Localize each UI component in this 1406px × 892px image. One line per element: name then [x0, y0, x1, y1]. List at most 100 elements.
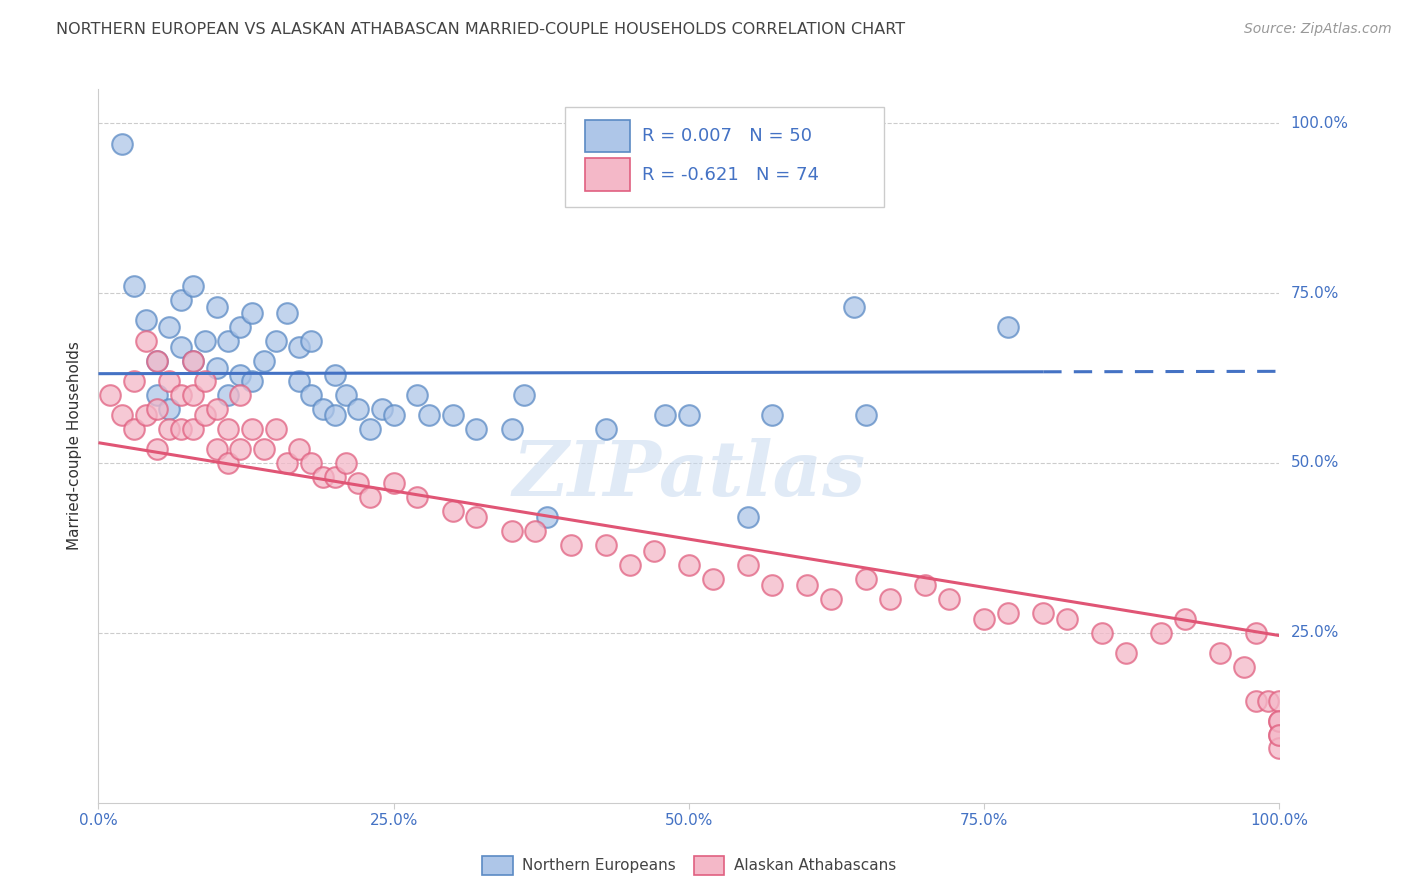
Point	[1174, 612, 1197, 626]
Point	[264, 422, 287, 436]
Point	[205, 300, 228, 314]
Point	[406, 388, 429, 402]
Point	[678, 409, 700, 423]
Point	[737, 510, 759, 524]
Point	[347, 401, 370, 416]
Text: 50.0%: 50.0%	[1291, 456, 1339, 470]
Point	[217, 388, 239, 402]
Point	[194, 409, 217, 423]
Point	[938, 591, 960, 606]
Point	[844, 300, 866, 314]
Point	[418, 409, 440, 423]
Point	[170, 341, 193, 355]
Point	[181, 354, 204, 368]
Point	[323, 368, 346, 382]
Point	[524, 524, 547, 538]
Text: 25.0%: 25.0%	[1291, 625, 1339, 640]
Point	[855, 572, 877, 586]
Point	[240, 422, 263, 436]
Point	[512, 388, 534, 402]
Point	[135, 409, 157, 423]
Point	[501, 422, 523, 436]
Point	[465, 422, 488, 436]
Point	[229, 442, 252, 457]
Point	[157, 422, 180, 436]
Point	[181, 279, 204, 293]
Point	[135, 334, 157, 348]
Point	[1209, 646, 1232, 660]
Point	[229, 388, 252, 402]
Text: ZIPatlas: ZIPatlas	[512, 438, 866, 511]
Point	[146, 401, 169, 416]
Point	[146, 354, 169, 368]
Point	[253, 442, 276, 457]
Point	[761, 409, 783, 423]
Point	[595, 537, 617, 551]
Text: R = -0.621   N = 74: R = -0.621 N = 74	[641, 166, 818, 184]
Point	[135, 313, 157, 327]
Bar	[585, 159, 630, 191]
Point	[181, 354, 204, 368]
Point	[312, 469, 335, 483]
Point	[157, 401, 180, 416]
Point	[146, 388, 169, 402]
Point	[1056, 612, 1078, 626]
Point	[205, 442, 228, 457]
Point	[855, 409, 877, 423]
Point	[1268, 728, 1291, 742]
Point	[122, 279, 145, 293]
Point	[1091, 626, 1114, 640]
Text: NORTHERN EUROPEAN VS ALASKAN ATHABASCAN MARRIED-COUPLE HOUSEHOLDS CORRELATION CH: NORTHERN EUROPEAN VS ALASKAN ATHABASCAN …	[56, 22, 905, 37]
Point	[1257, 694, 1279, 708]
Point	[1032, 606, 1054, 620]
Point	[312, 401, 335, 416]
Point	[323, 409, 346, 423]
Point	[170, 388, 193, 402]
Point	[737, 558, 759, 572]
Y-axis label: Married-couple Households: Married-couple Households	[67, 342, 83, 550]
Point	[111, 409, 134, 423]
Point	[170, 422, 193, 436]
Point	[323, 469, 346, 483]
Point	[382, 476, 405, 491]
Point	[181, 388, 204, 402]
Point	[146, 354, 169, 368]
Point	[181, 422, 204, 436]
Point	[441, 503, 464, 517]
Point	[678, 558, 700, 572]
Point	[1115, 646, 1137, 660]
Point	[264, 334, 287, 348]
Point	[276, 456, 298, 470]
Point	[382, 409, 405, 423]
Point	[194, 334, 217, 348]
Point	[217, 456, 239, 470]
Point	[276, 306, 298, 320]
Point	[536, 510, 558, 524]
Point	[359, 490, 381, 504]
Text: 75.0%: 75.0%	[1291, 285, 1339, 301]
Point	[997, 320, 1019, 334]
Point	[299, 456, 322, 470]
Point	[122, 422, 145, 436]
Point	[595, 422, 617, 436]
Point	[240, 306, 263, 320]
Point	[997, 606, 1019, 620]
Point	[217, 334, 239, 348]
Point	[501, 524, 523, 538]
Point	[1268, 714, 1291, 729]
Point	[1244, 694, 1267, 708]
Point	[217, 422, 239, 436]
Point	[1150, 626, 1173, 640]
Point	[702, 572, 724, 586]
Point	[299, 334, 322, 348]
Point	[441, 409, 464, 423]
Bar	[585, 120, 630, 152]
Point	[654, 409, 676, 423]
Point	[240, 375, 263, 389]
Text: 100.0%: 100.0%	[1291, 116, 1348, 131]
Point	[229, 320, 252, 334]
Point	[796, 578, 818, 592]
Point	[465, 510, 488, 524]
FancyBboxPatch shape	[565, 107, 884, 207]
Point	[879, 591, 901, 606]
